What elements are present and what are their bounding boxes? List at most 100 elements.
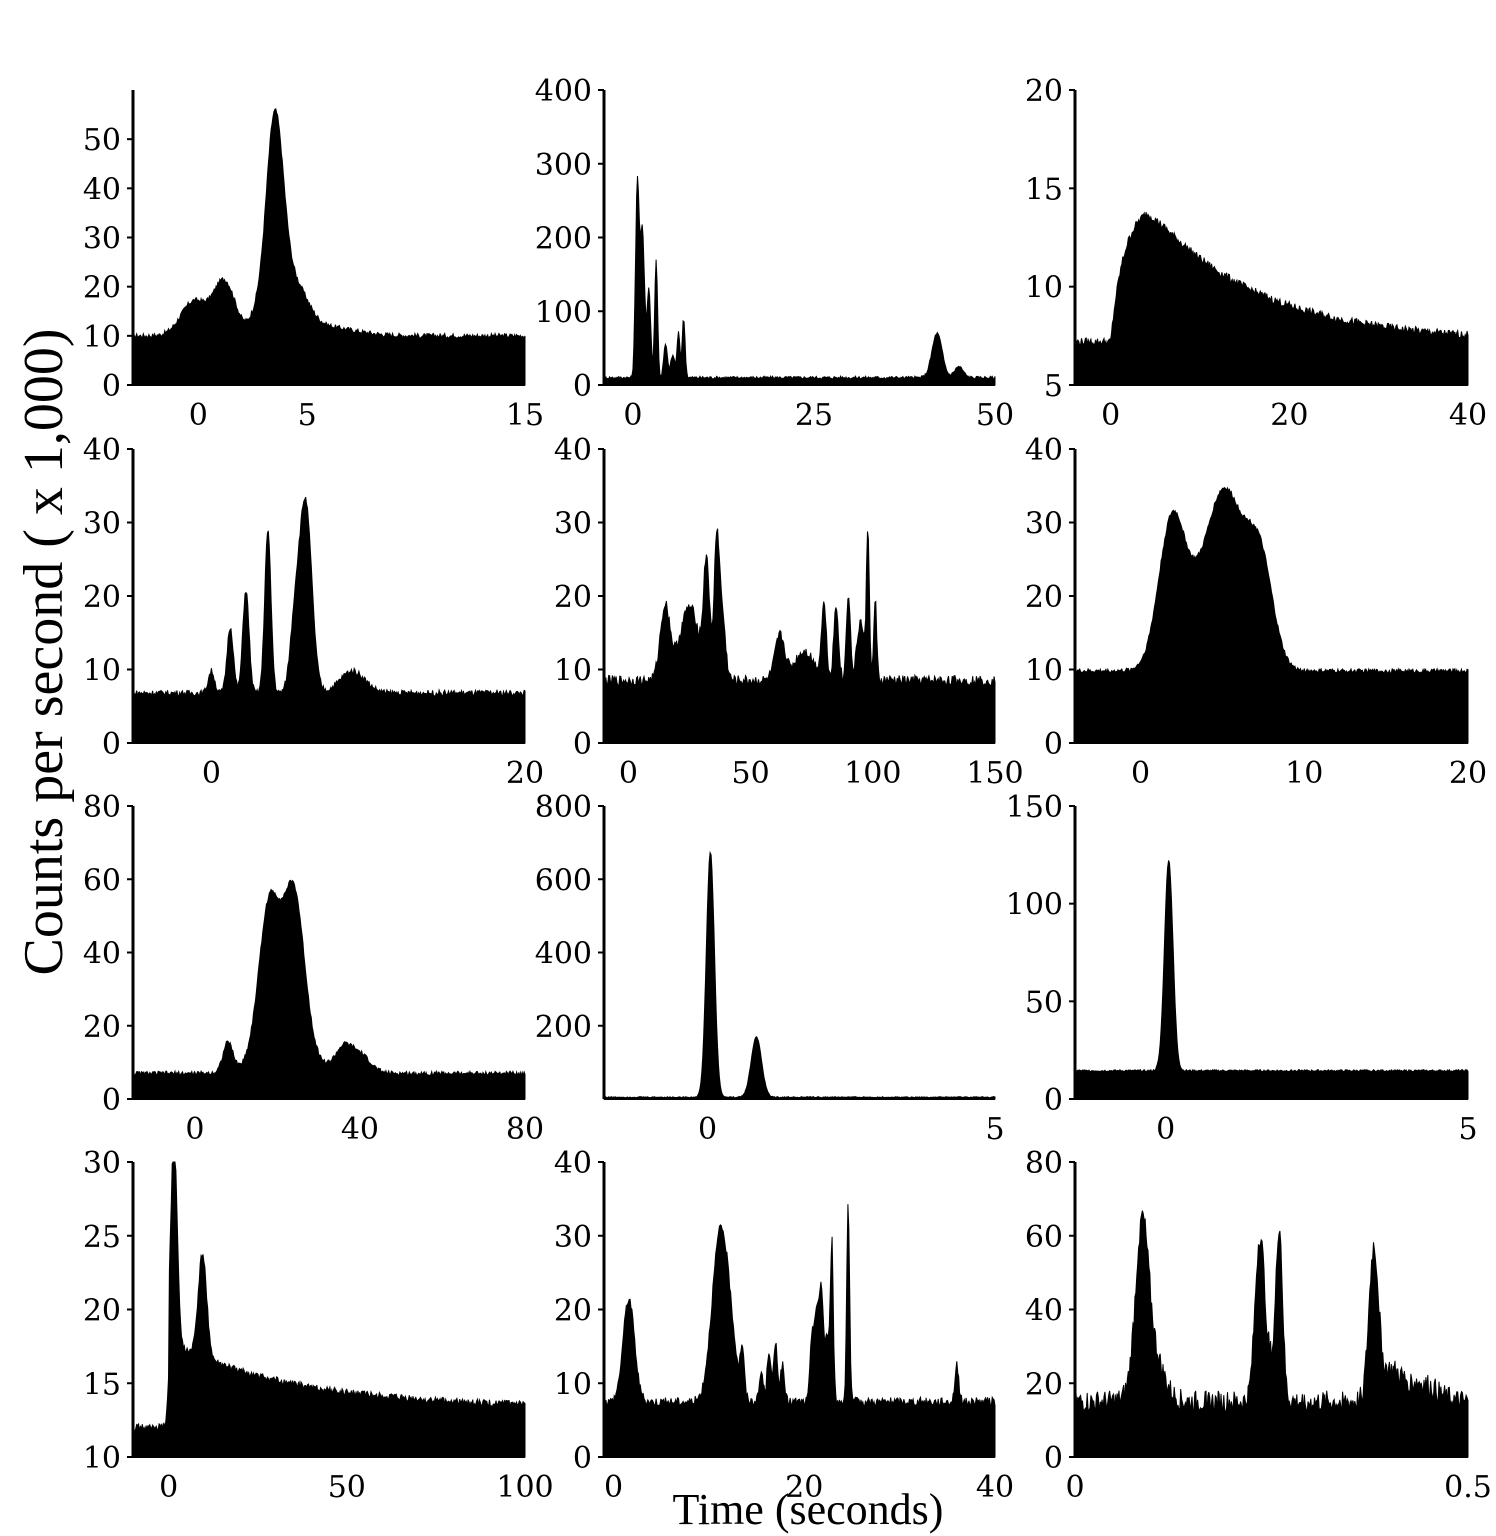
x-tick-label: 40 bbox=[976, 1470, 1014, 1505]
x-tick-label: 5 bbox=[1458, 1112, 1477, 1147]
y-tick-label: 80 bbox=[1025, 1146, 1063, 1181]
y-tick-label: 20 bbox=[554, 580, 592, 615]
y-tick-label: 20 bbox=[1025, 1367, 1063, 1402]
x-tick-label: 0 bbox=[698, 1112, 717, 1147]
y-tick-label: 0 bbox=[1044, 1441, 1063, 1476]
x-tick-label: 20 bbox=[1270, 398, 1308, 433]
series-area bbox=[132, 1161, 526, 1458]
series-area bbox=[603, 528, 996, 744]
series-area bbox=[132, 108, 526, 386]
y-tick-label: 20 bbox=[83, 580, 121, 615]
y-tick-label: 25 bbox=[83, 1220, 121, 1255]
y-tick-label: 5 bbox=[1044, 369, 1063, 404]
panel-5: 0 10 20 30 40 0 50 100 150 bbox=[554, 433, 1024, 791]
x-tick-label: 50 bbox=[976, 398, 1014, 433]
x-tick-label: 5 bbox=[298, 398, 317, 433]
y-tick-label: 40 bbox=[1025, 1294, 1063, 1329]
y-tick-label: 20 bbox=[83, 1010, 121, 1045]
series-area bbox=[1074, 486, 1469, 744]
y-tick-label: 0 bbox=[102, 369, 121, 404]
y-tick-label: 30 bbox=[554, 1220, 592, 1255]
y-tick-label: 0 bbox=[1044, 1083, 1063, 1118]
panel-9: 0 50 100 150 0 5 bbox=[1006, 790, 1478, 1147]
y-tick-label: 20 bbox=[1025, 580, 1063, 615]
x-tick-label: 0 bbox=[1131, 756, 1150, 791]
y-tick-label: 15 bbox=[83, 1367, 121, 1402]
x-tick-label: 40 bbox=[1449, 398, 1487, 433]
y-tick-label: 15 bbox=[1025, 172, 1063, 207]
y-tick-label: 10 bbox=[1025, 271, 1063, 306]
y-tick-label: 10 bbox=[83, 1441, 121, 1476]
x-tick-label: 0 bbox=[604, 1470, 623, 1505]
y-tick-label: 20 bbox=[83, 1294, 121, 1329]
y-tick-label: 50 bbox=[83, 123, 121, 158]
y-tick-label: 20 bbox=[1025, 74, 1063, 109]
x-tick-label: 150 bbox=[966, 756, 1023, 791]
y-tick-label: 10 bbox=[554, 1367, 592, 1402]
y-tick-label: 200 bbox=[535, 1010, 592, 1045]
y-axis-label: Counts per second ( x 1,000) bbox=[13, 328, 75, 975]
y-tick-label: 100 bbox=[1006, 888, 1063, 923]
y-tick-label: 40 bbox=[1025, 433, 1063, 468]
x-tick-label: 0 bbox=[623, 398, 642, 433]
y-tick-label: 0 bbox=[573, 1441, 592, 1476]
x-tick-label: 15 bbox=[506, 398, 544, 433]
x-tick-label: 0 bbox=[185, 1112, 204, 1147]
y-tick-label: 0 bbox=[573, 727, 592, 762]
series-area bbox=[603, 850, 996, 1100]
panel-3: 5 10 15 20 0 20 40 bbox=[1025, 74, 1487, 433]
x-tick-label: 25 bbox=[795, 398, 833, 433]
x-tick-label: 20 bbox=[506, 756, 544, 791]
x-tick-label: 20 bbox=[1449, 756, 1487, 791]
y-tick-label: 20 bbox=[554, 1294, 592, 1329]
y-tick-label: 40 bbox=[554, 1146, 592, 1181]
x-tick-label: 0 bbox=[1156, 1112, 1175, 1147]
y-tick-label: 800 bbox=[535, 790, 592, 825]
series-area bbox=[1074, 860, 1469, 1100]
y-tick-label: 100 bbox=[535, 295, 592, 330]
y-tick-label: 10 bbox=[83, 320, 121, 355]
y-tick-label: 30 bbox=[83, 507, 121, 542]
y-tick-label: 0 bbox=[573, 369, 592, 404]
y-tick-label: 40 bbox=[554, 433, 592, 468]
y-tick-label: 20 bbox=[83, 271, 121, 306]
x-tick-label: 0 bbox=[1065, 1470, 1084, 1505]
y-tick-label: 10 bbox=[554, 654, 592, 689]
x-tick-label: 80 bbox=[506, 1112, 544, 1147]
x-tick-label: 100 bbox=[496, 1470, 553, 1505]
x-tick-label: 100 bbox=[844, 756, 901, 791]
x-tick-label: 0 bbox=[159, 1470, 178, 1505]
x-tick-label: 0 bbox=[189, 398, 208, 433]
series-area bbox=[1074, 211, 1469, 386]
y-tick-label: 40 bbox=[83, 172, 121, 207]
panel-10: 10 15 20 25 30 0 50 100 bbox=[83, 1146, 554, 1505]
x-tick-label: 50 bbox=[328, 1470, 366, 1505]
series-area bbox=[603, 175, 996, 386]
y-tick-label: 10 bbox=[83, 654, 121, 689]
panel-7: 0 20 40 60 80 0 40 80 bbox=[83, 790, 544, 1147]
y-tick-label: 10 bbox=[1025, 654, 1063, 689]
x-tick-label: 0.5 bbox=[1444, 1470, 1492, 1505]
y-tick-label: 0 bbox=[102, 727, 121, 762]
x-tick-label: 50 bbox=[732, 756, 770, 791]
y-tick-label: 150 bbox=[1006, 790, 1063, 825]
y-tick-label: 300 bbox=[535, 148, 592, 183]
y-tick-label: 30 bbox=[83, 1146, 121, 1181]
x-tick-label: 0 bbox=[1101, 398, 1120, 433]
y-tick-label: 0 bbox=[102, 1083, 121, 1118]
panel-1: 0 10 20 30 40 50 0 5 15 bbox=[83, 90, 544, 433]
y-tick-label: 30 bbox=[554, 507, 592, 542]
series-area bbox=[132, 496, 526, 744]
panel-8: 200 400 600 800 0 5 bbox=[535, 790, 1005, 1147]
x-axis-label: Time (seconds) bbox=[673, 1485, 944, 1534]
series-area bbox=[132, 879, 526, 1100]
y-tick-label: 80 bbox=[83, 790, 121, 825]
y-tick-label: 40 bbox=[83, 433, 121, 468]
panel-6: 0 10 20 30 40 0 10 20 bbox=[1025, 433, 1487, 791]
y-tick-label: 50 bbox=[1025, 985, 1063, 1020]
y-tick-label: 0 bbox=[1044, 727, 1063, 762]
panel-4: 0 10 20 30 40 0 20 bbox=[83, 433, 544, 791]
y-tick-label: 400 bbox=[535, 937, 592, 972]
panel-11: 0 10 20 30 40 0 20 40 bbox=[554, 1146, 1014, 1505]
